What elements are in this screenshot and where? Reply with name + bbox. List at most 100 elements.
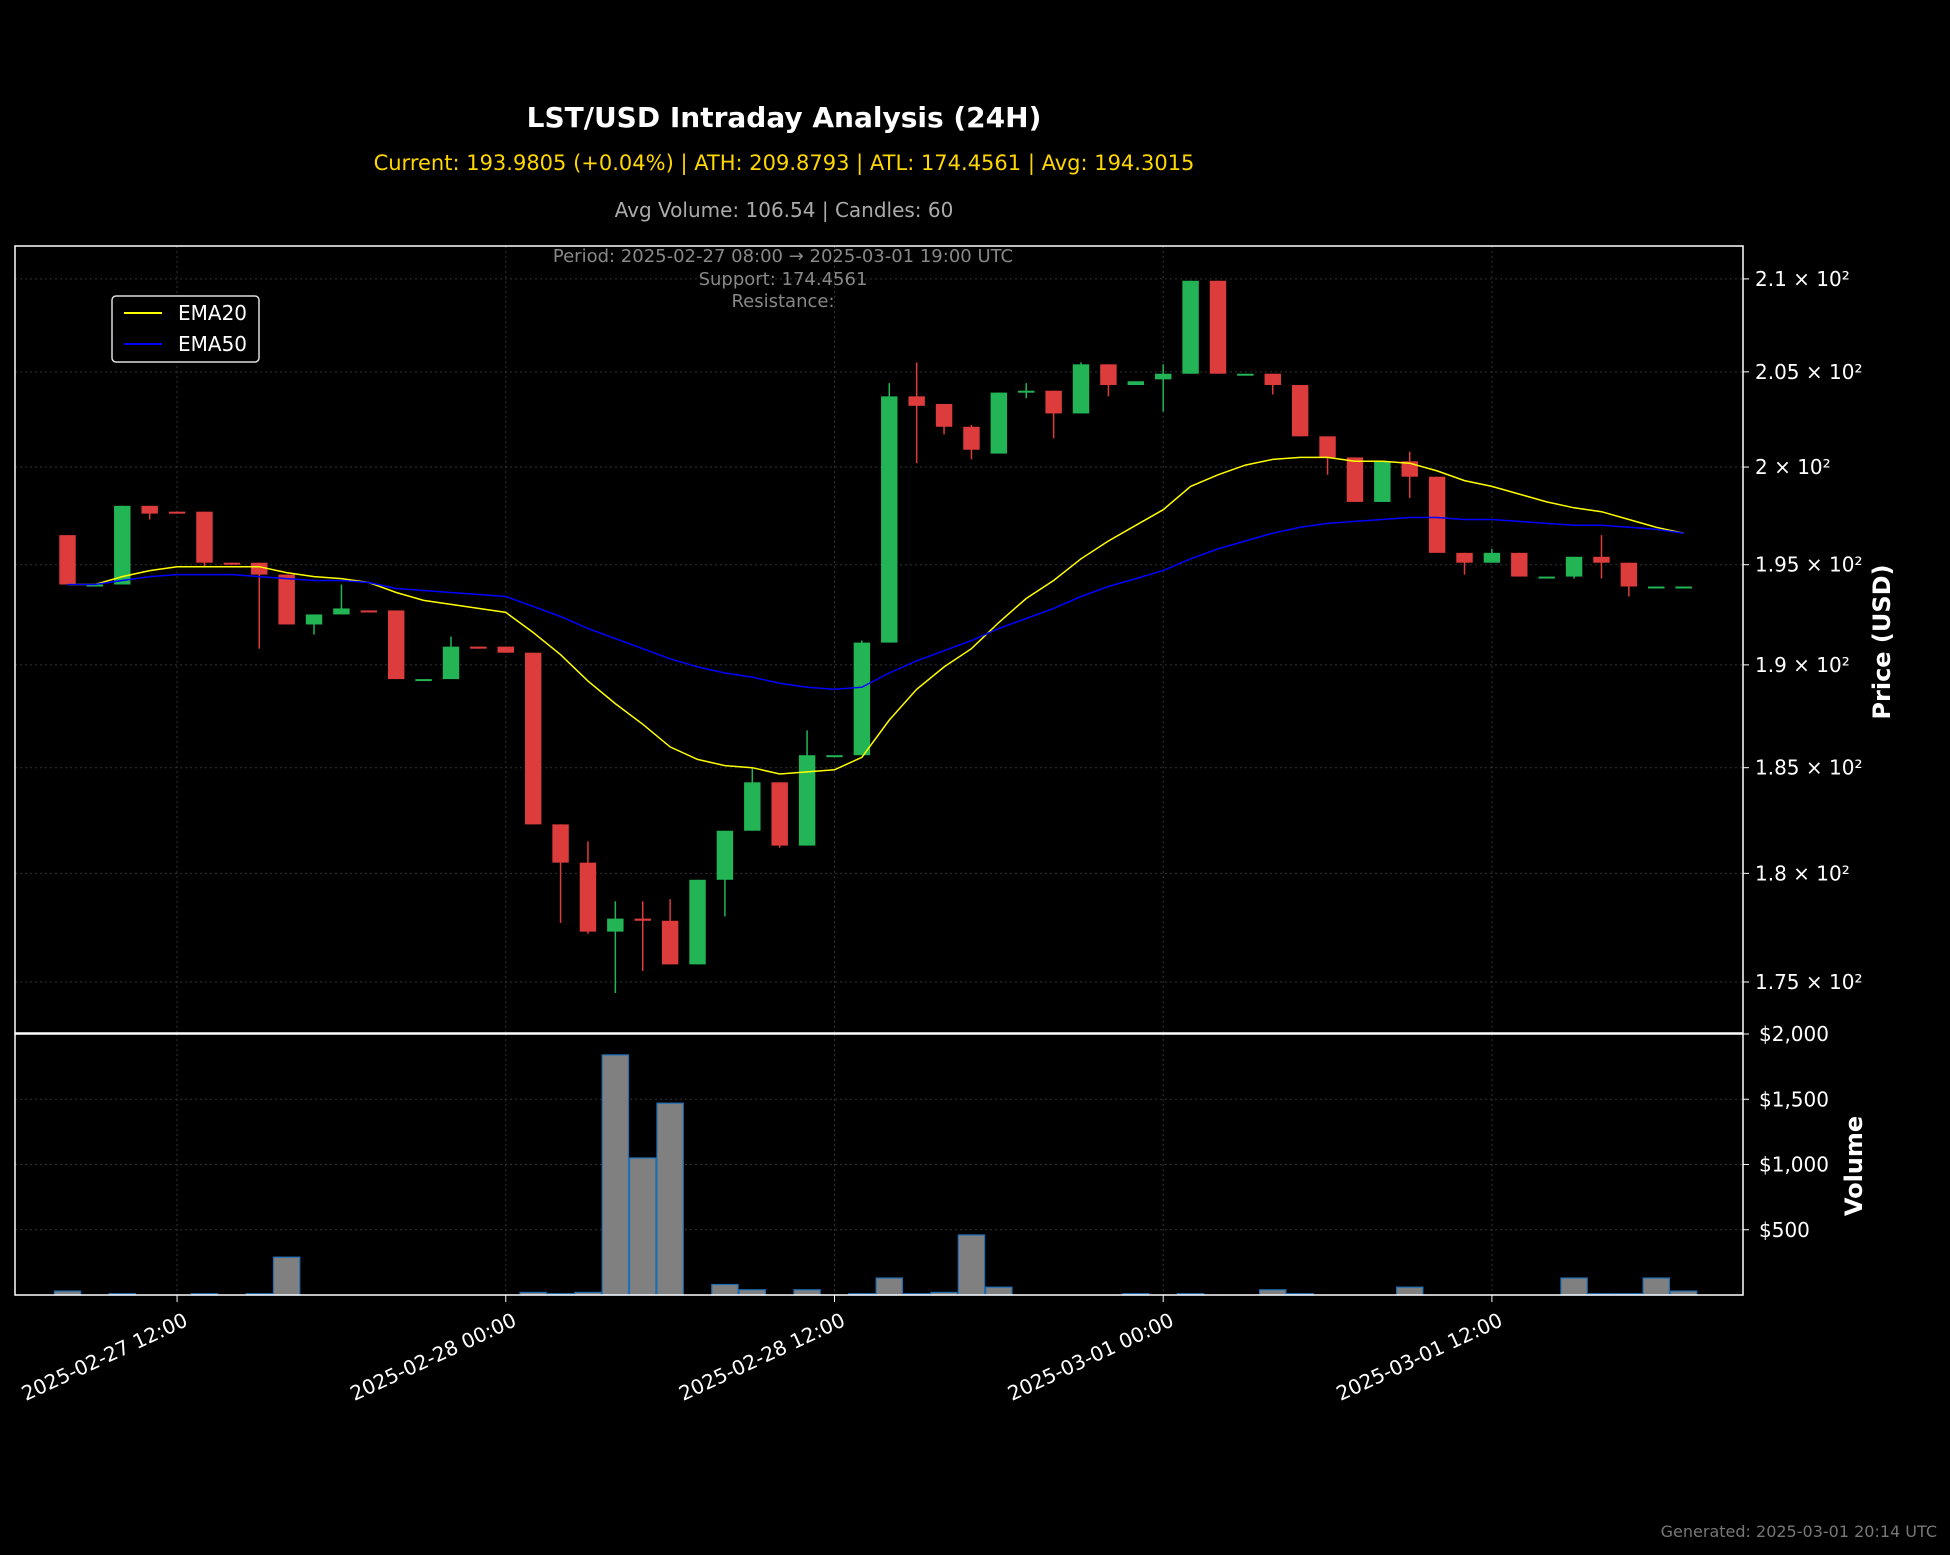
volume-bar	[793, 1289, 821, 1296]
candle-body	[86, 584, 104, 587]
legend: EMA20 EMA50	[111, 295, 260, 363]
candle-body	[990, 392, 1008, 454]
price-axis-label: Price (USD)	[1868, 564, 1896, 719]
candle-body	[634, 918, 651, 921]
candle-body	[1209, 280, 1227, 374]
resistance-annotation: Resistance:	[731, 291, 834, 312]
candle-body	[1593, 556, 1610, 563]
volume-bar	[738, 1289, 767, 1296]
chart-volume-subtitle: Avg Volume: 106.54 | Candles: 60	[614, 198, 954, 222]
candle-body	[935, 403, 953, 427]
candle-body	[1100, 364, 1117, 386]
candle-body	[1045, 390, 1062, 414]
candle-body	[333, 608, 350, 615]
volume-bar	[1259, 1289, 1287, 1296]
candle-body	[415, 679, 432, 682]
volume-bar	[656, 1102, 684, 1296]
ema50-line	[67, 516, 1684, 691]
candle-body	[1675, 586, 1692, 589]
candle-body	[1620, 562, 1638, 587]
candle-body	[1511, 552, 1528, 577]
volume-bar	[1395, 1286, 1424, 1296]
price-tick-label: 2.1 × 10²	[1755, 267, 1850, 291]
ema20-line	[67, 456, 1684, 775]
candle-body	[1154, 373, 1172, 380]
candle-body	[387, 610, 405, 680]
candle-body	[716, 830, 734, 880]
candle-body	[1127, 381, 1145, 386]
candle-body	[251, 562, 268, 575]
candle-body	[1264, 373, 1281, 386]
price-tick-label: 1.9 × 10²	[1755, 653, 1850, 677]
candle-body	[196, 511, 213, 563]
candle-body	[826, 755, 843, 758]
candle-body	[497, 646, 514, 653]
candle-body	[1018, 390, 1035, 393]
candle-body	[579, 862, 597, 932]
price-tick-label: 2 × 10²	[1755, 455, 1831, 479]
volume-bar	[628, 1157, 657, 1296]
volume-bars	[53, 1054, 1698, 1296]
price-tick-label: 1.85 × 10²	[1755, 756, 1862, 780]
volume-bar	[985, 1286, 1013, 1296]
x-tick-label: 2025-02-27 12:00	[18, 1308, 191, 1406]
period-annotation: Period: 2025-02-27 08:00 → 2025-03-01 19…	[553, 246, 1013, 267]
legend-ema20-label: EMA20	[178, 301, 247, 325]
volume-bar	[272, 1256, 301, 1296]
price-tick-label: 1.95 × 10²	[1755, 553, 1862, 577]
price-tick-label: 2.05 × 10²	[1755, 360, 1862, 384]
volume-axis-label: Volume	[1840, 1116, 1868, 1216]
candle-body	[689, 879, 706, 965]
candle-body	[771, 782, 788, 846]
candle-body	[908, 396, 925, 406]
candle-body	[524, 652, 542, 825]
candle-body	[853, 642, 871, 756]
candle-body	[881, 396, 898, 643]
candle-body	[141, 505, 158, 514]
volume-y-ticks: $500 $1,000 $1,500 $2,000	[1743, 1022, 1829, 1242]
candle-body	[1182, 280, 1199, 374]
volume-bar	[711, 1283, 739, 1296]
candle-body	[59, 535, 76, 585]
candle-body	[1483, 552, 1501, 563]
candle-body	[798, 755, 816, 846]
candle-body	[442, 646, 460, 680]
support-annotation: Support: 174.4561	[699, 269, 868, 290]
candle-body	[1072, 364, 1090, 414]
candle-body	[168, 511, 186, 514]
volume-plot-border	[14, 1033, 1744, 1296]
volume-tick-label: $2,000	[1759, 1022, 1829, 1046]
price-frame	[14, 245, 1744, 1034]
volume-grid	[15, 1033, 1743, 1295]
price-plot-border	[14, 245, 1744, 1034]
price-y-ticks: 1.75 × 10² 1.8 × 10² 1.85 × 10² 1.9 × 10² 1.…	[1743, 267, 1862, 994]
candle-body	[1456, 552, 1473, 563]
candle-body	[1538, 576, 1555, 579]
candle-body	[1374, 461, 1391, 502]
candle-body	[1428, 476, 1446, 553]
candle-body	[1291, 385, 1309, 437]
candle-body	[1237, 373, 1254, 376]
candle-body	[1648, 586, 1665, 589]
legend-ema50-label: EMA50	[178, 332, 247, 356]
price-grid	[15, 246, 1743, 1033]
volume-tick-label: $1,500	[1759, 1087, 1829, 1111]
candle-body	[963, 426, 980, 450]
volume-bar	[875, 1277, 904, 1296]
candle-body	[1319, 436, 1336, 458]
volume-frame	[14, 1033, 1744, 1296]
x-tick-label: 2025-02-28 00:00	[346, 1308, 519, 1406]
price-tick-label: 1.8 × 10²	[1755, 861, 1850, 885]
candle-body	[360, 610, 378, 613]
volume-bar	[601, 1054, 630, 1296]
candle-body	[744, 782, 761, 831]
candle-body	[305, 614, 323, 625]
candle-body	[607, 918, 624, 932]
candle-body	[661, 920, 679, 965]
chart-stats-subtitle: Current: 193.9805 (+0.04%) | ATH: 209.87…	[373, 151, 1195, 175]
chart-title: LST/USD Intraday Analysis (24H)	[526, 101, 1042, 134]
candlesticks	[59, 280, 1692, 994]
candle-body	[278, 574, 295, 625]
volume-bar	[1560, 1277, 1588, 1296]
